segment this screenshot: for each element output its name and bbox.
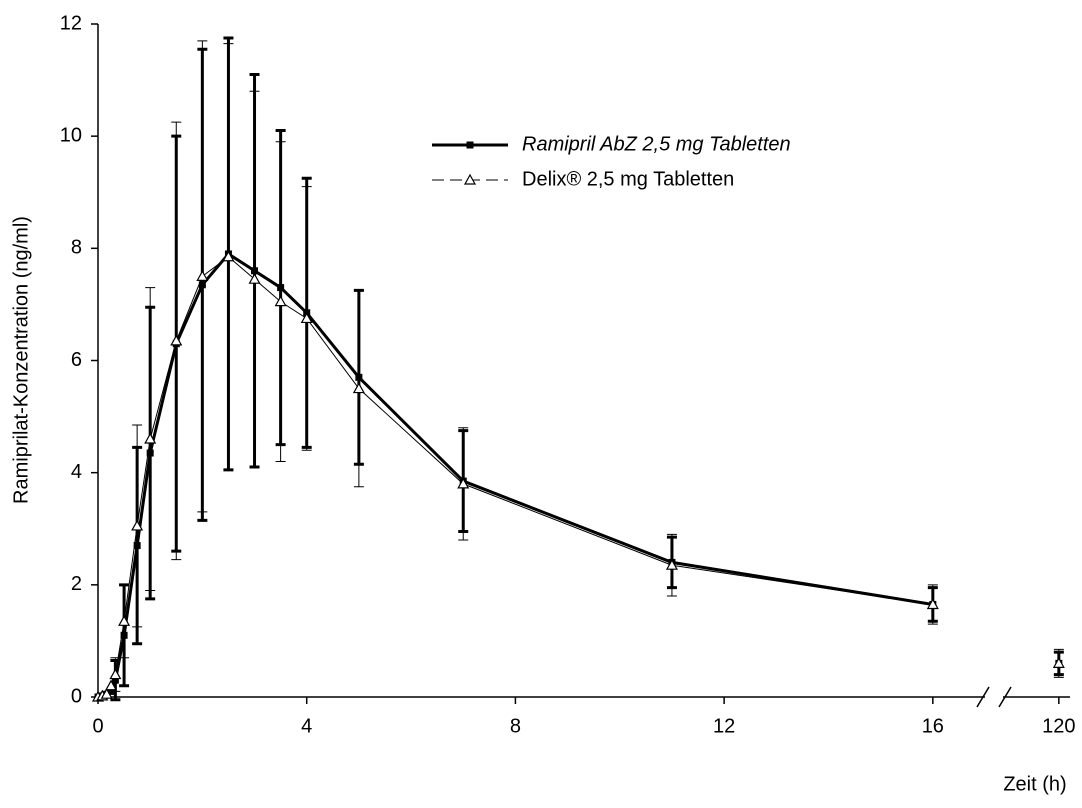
marker [100, 687, 113, 699]
y-tick-label: 4 [71, 461, 82, 483]
marker [300, 312, 313, 324]
marker [463, 173, 477, 185]
marker [196, 270, 209, 281]
marker [665, 558, 678, 570]
marker [274, 295, 287, 307]
marker [248, 272, 261, 284]
axis-break [976, 686, 990, 708]
x-tick-label: 16 [922, 715, 944, 737]
y-tick-label: 2 [71, 573, 82, 595]
axis-break [998, 686, 1012, 708]
marker [131, 519, 144, 531]
x-tick-label: 8 [510, 715, 521, 737]
legend-label: Ramipril AbZ 2,5 mg Tabletten [522, 133, 791, 155]
legend-label: Delix® 2,5 mg Tabletten [522, 168, 734, 190]
y-tick-label: 8 [71, 237, 82, 259]
x-tick-label: 12 [713, 715, 735, 737]
series-line [98, 257, 1059, 697]
marker [926, 598, 939, 610]
marker [352, 382, 365, 394]
x-axis-label: Zeit (h) [1003, 773, 1066, 795]
y-tick-label: 0 [71, 685, 82, 707]
y-axis-label: Ramiprilat-Konzentration (ng/ml) [10, 216, 32, 504]
marker [105, 679, 118, 691]
series-line [98, 254, 1059, 697]
x-tick-label: 4 [301, 715, 312, 737]
y-tick-label: 10 [60, 124, 82, 146]
marker [1052, 657, 1065, 668]
y-tick-label: 12 [60, 12, 82, 34]
x-tick-label: 120 [1042, 715, 1075, 737]
marker [170, 334, 183, 346]
y-tick-label: 6 [71, 349, 82, 371]
x-tick-label: 0 [92, 715, 103, 737]
marker [118, 615, 131, 626]
marker [457, 477, 470, 489]
marker [144, 432, 157, 444]
marker [109, 668, 122, 680]
marker [466, 141, 474, 149]
marker [222, 250, 235, 262]
